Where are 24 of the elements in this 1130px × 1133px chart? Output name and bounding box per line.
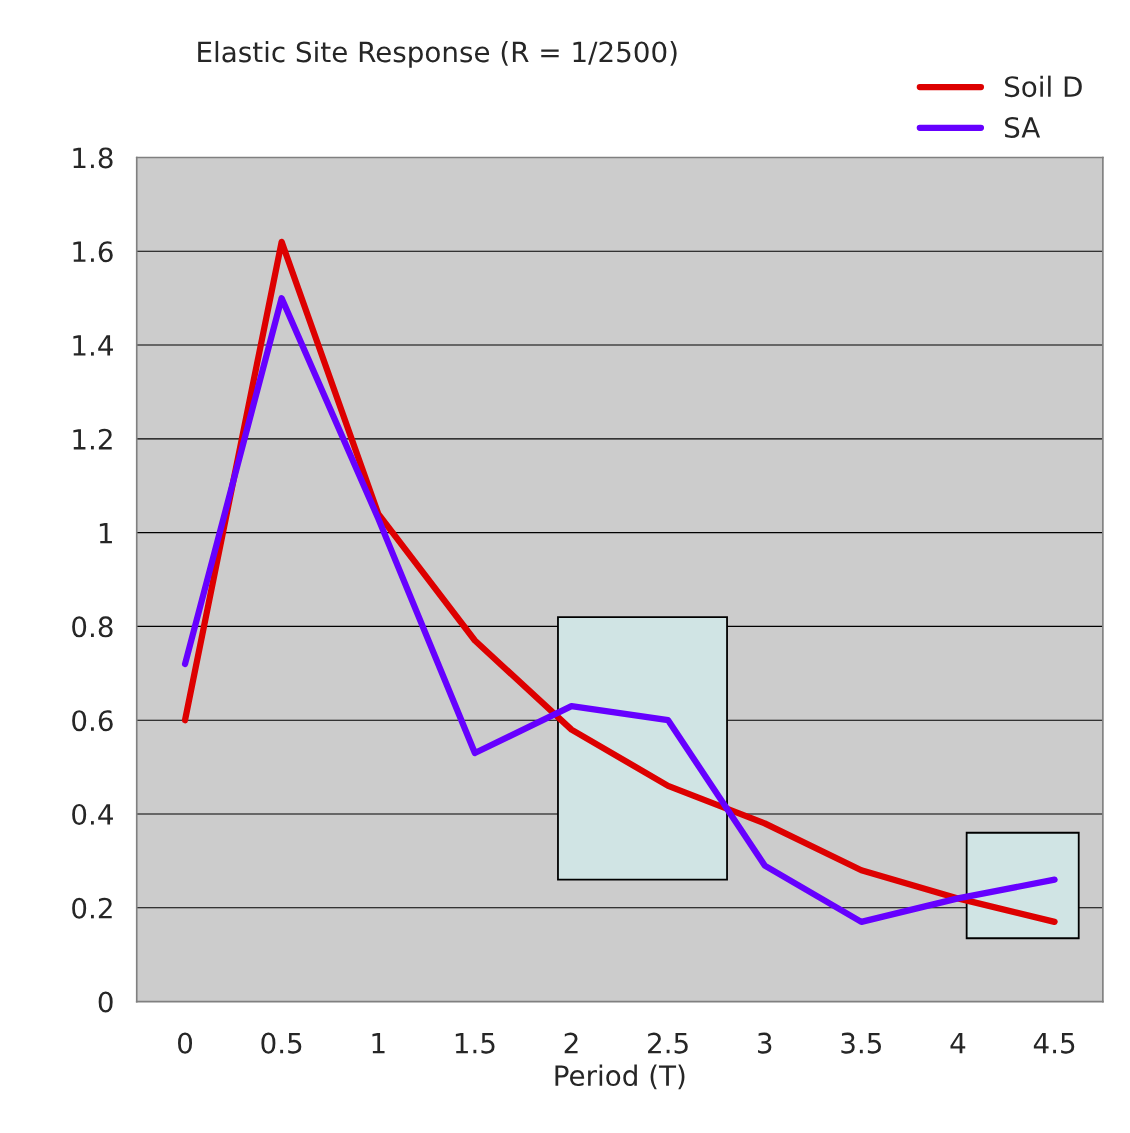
x-tick-label: 0.5 (261, 1032, 302, 1054)
x-tick-label: 1.5 (455, 1032, 495, 1054)
x-tick-label: 3 (758, 1032, 772, 1054)
legend-label: Soil D (1004, 75, 1082, 98)
x-tick-label: 2.5 (648, 1032, 688, 1054)
y-tick-label: 1.6 (73, 241, 113, 263)
y-tick-label: 0.4 (72, 803, 113, 825)
legend-label: SA (1004, 116, 1041, 138)
x-tick-label: 1 (372, 1032, 385, 1054)
y-tick-label: 0.6 (72, 710, 113, 732)
x-tick-label: 0 (178, 1032, 193, 1054)
y-tick-label: 1 (99, 522, 112, 544)
y-tick-label: 1.2 (73, 428, 112, 450)
y-tick-label: 1.4 (73, 335, 113, 356)
x-tick-label: 3.5 (841, 1032, 882, 1054)
chart-title: Elastic Site Response (R = 1/2500) (198, 40, 677, 68)
x-tick-label: 4.5 (1033, 1032, 1075, 1054)
x-tick-label: 4 (950, 1032, 966, 1054)
y-tick-label: 0.2 (72, 897, 112, 919)
x-axis-title: Period (T) (555, 1064, 685, 1090)
y-tick-label: 0.8 (72, 616, 113, 638)
y-tick-label: 1.8 (73, 147, 113, 169)
y-tick-label: 0 (98, 991, 113, 1013)
x-tick-label: 2 (564, 1032, 578, 1054)
